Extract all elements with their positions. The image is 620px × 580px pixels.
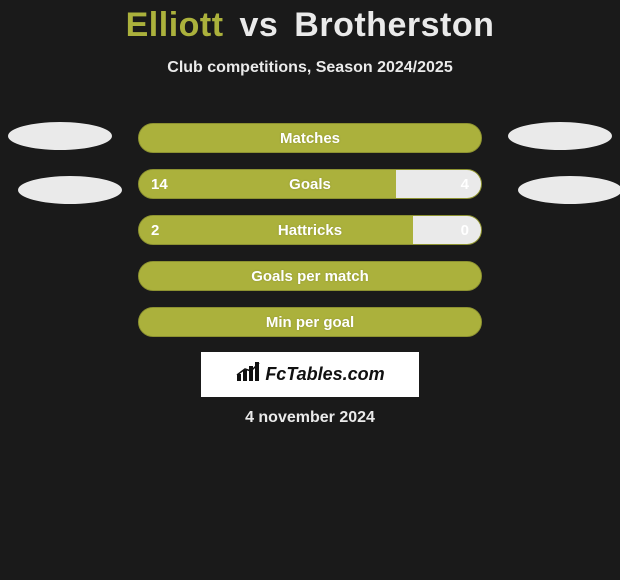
fctables-logo-text: FcTables.com (265, 364, 384, 385)
stat-row: Min per goal (138, 307, 482, 337)
avatar-placeholder-left-2 (18, 176, 122, 204)
title-vs: vs (240, 6, 279, 44)
avatar-placeholder-right-2 (518, 176, 620, 204)
date-text: 4 november 2024 (0, 409, 620, 427)
stat-left-fill (139, 216, 413, 244)
stat-right-fill (413, 216, 481, 244)
title-player2: Brotherston (294, 6, 494, 44)
page-title: Elliott vs Brotherston (0, 0, 620, 45)
stat-row: Goals per match (138, 261, 482, 291)
stats-container: Matches Goals144 Hattricks20 Goals per matc… (138, 123, 482, 353)
stat-row: Hattricks20 (138, 215, 482, 245)
stat-right-fill (396, 170, 482, 198)
stat-left-fill (139, 262, 481, 290)
subtitle: Club competitions, Season 2024/2025 (0, 59, 620, 77)
fctables-logo: FcTables.com (201, 352, 419, 397)
title-player1: Elliott (126, 6, 224, 44)
avatar-placeholder-left-1 (8, 122, 112, 150)
bar-chart-icon (235, 361, 261, 388)
stat-row: Goals144 (138, 169, 482, 199)
stat-left-fill (139, 170, 396, 198)
avatar-placeholder-right-1 (508, 122, 612, 150)
stat-row: Matches (138, 123, 482, 153)
stat-left-fill (139, 308, 481, 336)
stat-left-fill (139, 124, 481, 152)
